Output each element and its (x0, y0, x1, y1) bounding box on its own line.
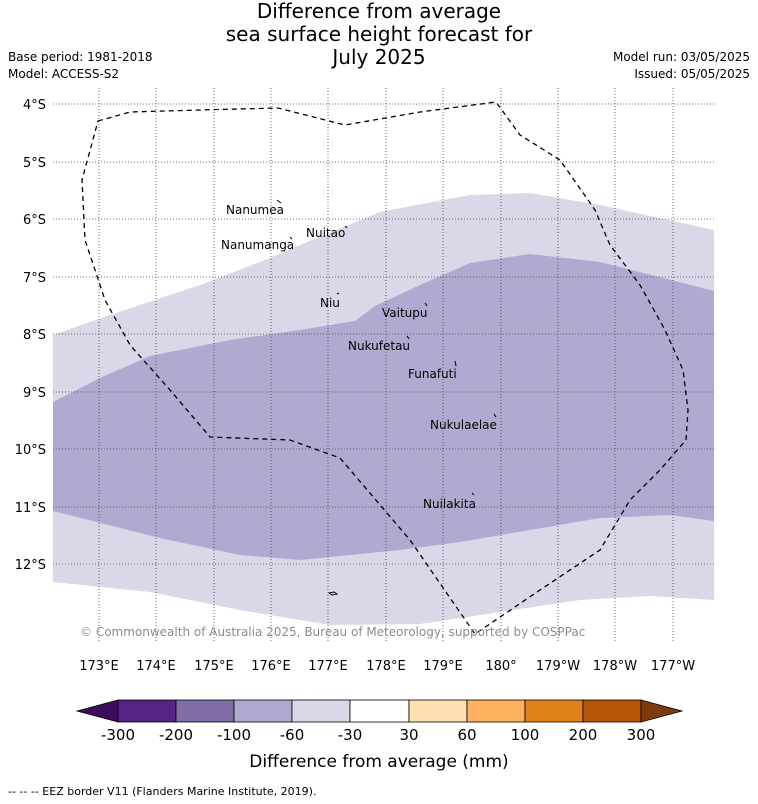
colorbar-ticks: -300 -200 -100 -60 -30 30 60 100 200 300 (101, 726, 655, 744)
island-labels: Nanumea Nuitao Nanumanga Niu Vaitupu Nuk… (221, 203, 497, 511)
reef-marker (327, 591, 339, 596)
lon-label: 177°W (651, 659, 695, 674)
colorbar-extend-high (640, 699, 684, 723)
colorbar-tick: 30 (399, 726, 418, 744)
colorbar-extend-low (75, 699, 119, 723)
lon-label: 178°W (593, 659, 637, 674)
anomaly-band-medium (53, 254, 714, 560)
lat-label: 12°S (15, 558, 46, 573)
colorbar-tick: 300 (627, 726, 656, 744)
lon-label: 177°E (308, 659, 348, 674)
colorbar-bin (408, 699, 468, 723)
colorbar-bin (175, 699, 235, 723)
island-label-nukufetau: Nukufetau (348, 339, 410, 353)
colorbar-tick: -200 (159, 726, 193, 744)
lat-label: 4°S (23, 98, 46, 113)
colorbar-bin (233, 699, 293, 723)
latitude-labels: 4°S 5°S 6°S 7°S 8°S 9°S 10°S 11°S 12°S (15, 98, 46, 573)
lon-label: 173°E (79, 659, 119, 674)
island-label-vaitupu: Vaitupu (382, 306, 428, 320)
colorbar-bin (117, 699, 177, 723)
map-panel: Nanumea Nuitao Nanumanga Niu Vaitupu Nuk… (53, 88, 714, 642)
island-mark-niu (336, 292, 340, 295)
colorbar-tick: 200 (569, 726, 598, 744)
colorbar-bin (349, 699, 410, 723)
title-line-1: Difference from average (256, 0, 502, 23)
island-mark-nanumanga (289, 236, 293, 240)
colorbar-tick: 100 (511, 726, 540, 744)
lon-label: 174°E (136, 659, 176, 674)
title-line-2: sea surface height forecast for (225, 22, 533, 46)
island-mark-nukufetau (406, 335, 410, 340)
colorbar-title: Difference from average (mm) (249, 752, 508, 772)
island-label-nuilakita: Nuilakita (423, 497, 476, 511)
chart-title: Difference from average sea surface heig… (0, 0, 758, 69)
lat-label: 8°S (23, 328, 46, 343)
model-name: Model: ACCESS-S2 (8, 67, 120, 81)
island-label-nuitao: Nuitao (306, 226, 345, 240)
lon-label: 179°E (423, 659, 463, 674)
model-run-date: Model run: 03/05/2025 (612, 50, 750, 64)
map-gridlines (53, 88, 714, 642)
island-mark-funafuti (454, 360, 457, 367)
island-mark-nanumea (276, 199, 282, 204)
run-info: Model run: 03/05/2025 Issued: 05/05/2025 (613, 49, 750, 83)
island-mark-nuitao (344, 225, 348, 229)
lat-label: 7°S (23, 271, 46, 286)
copyright-notice: © Commonwealth of Australia 2025, Bureau… (80, 625, 585, 639)
lon-label: 178°E (366, 659, 406, 674)
model-info: Base period: 1981-2018 Model: ACCESS-S2 (8, 49, 153, 83)
lat-label: 6°S (23, 213, 46, 228)
lat-label: 11°S (15, 501, 46, 516)
island-label-nanumea: Nanumea (226, 203, 284, 217)
issued-date: Issued: 05/05/2025 (634, 67, 750, 81)
lon-label: 175°E (194, 659, 234, 674)
island-label-funafuti: Funafuti (408, 367, 457, 381)
island-mark-nukulaelae (493, 413, 497, 418)
island-label-nanumanga: Nanumanga (221, 238, 294, 252)
colorbar-tick: -30 (338, 726, 363, 744)
island-label-niu: Niu (320, 296, 340, 310)
colorbar-bin (524, 699, 584, 723)
base-period: Base period: 1981-2018 (8, 50, 153, 64)
island-label-nukulaelae: Nukulaelae (430, 418, 497, 432)
eez-footnote: -- -- -- EEZ border V11 (Flanders Marine… (8, 785, 317, 798)
colorbar-tick: -100 (217, 726, 251, 744)
lon-label: 179°W (536, 659, 580, 674)
colorbar-bin (466, 699, 526, 723)
island-mark-nuilakita (471, 492, 475, 496)
colorbar-tick: 60 (457, 726, 476, 744)
colorbar-bin (291, 699, 351, 723)
lon-label: 176°E (251, 659, 291, 674)
title-line-3: July 2025 (332, 45, 426, 69)
colorbar-bin (582, 699, 642, 723)
lat-label: 10°S (15, 443, 46, 458)
longitude-labels: 173°E 174°E 175°E 176°E 177°E 178°E 179°… (79, 659, 695, 674)
lon-label: 180° (485, 659, 516, 674)
eez-border (81, 101, 689, 635)
island-markers (276, 199, 497, 496)
colorbar: -300 -200 -100 -60 -30 30 60 100 200 300… (75, 699, 684, 772)
colorbar-tick: -60 (280, 726, 305, 744)
colorbar-tick: -300 (101, 726, 135, 744)
island-mark-vaitupu (424, 302, 428, 307)
lat-label: 9°S (23, 386, 46, 401)
lat-label: 5°S (23, 156, 46, 171)
